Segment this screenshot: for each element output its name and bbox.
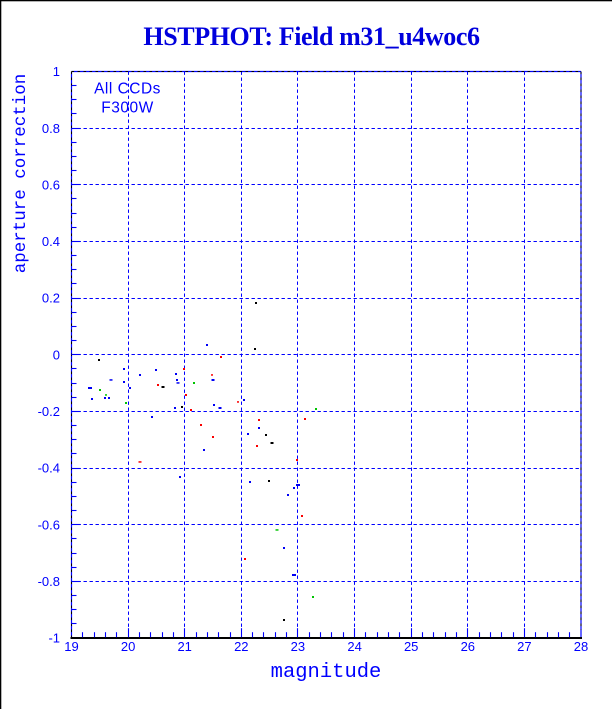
- svg-text:21: 21: [177, 639, 191, 654]
- svg-text:19: 19: [64, 639, 78, 654]
- svg-text:0.4: 0.4: [42, 234, 60, 249]
- svg-text:aperture correction: aperture correction: [11, 74, 31, 274]
- svg-text:25: 25: [404, 639, 418, 654]
- svg-text:-0.6: -0.6: [38, 517, 60, 532]
- svg-text:-1: -1: [48, 631, 60, 646]
- svg-text:27: 27: [517, 639, 531, 654]
- svg-text:26: 26: [461, 639, 475, 654]
- svg-text:23: 23: [291, 639, 305, 654]
- svg-text:F300W: F300W: [101, 100, 153, 117]
- svg-text:-0.8: -0.8: [38, 574, 60, 589]
- svg-text:20: 20: [121, 639, 135, 654]
- svg-text:All CCDs: All CCDs: [94, 80, 161, 97]
- svg-text:0.6: 0.6: [42, 177, 60, 192]
- svg-text:22: 22: [234, 639, 248, 654]
- svg-text:magnitude: magnitude: [271, 661, 382, 684]
- svg-text:0: 0: [53, 347, 60, 362]
- svg-text:0.2: 0.2: [42, 291, 60, 306]
- svg-text:0.8: 0.8: [42, 121, 60, 136]
- svg-text:28: 28: [574, 639, 588, 654]
- svg-text:HSTPHOT: Field m31_u4woc6: HSTPHOT: Field m31_u4woc6: [143, 22, 480, 51]
- svg-text:24: 24: [347, 639, 361, 654]
- svg-text:1: 1: [53, 64, 60, 79]
- svg-text:-0.2: -0.2: [38, 404, 60, 419]
- svg-text:-0.4: -0.4: [38, 461, 60, 476]
